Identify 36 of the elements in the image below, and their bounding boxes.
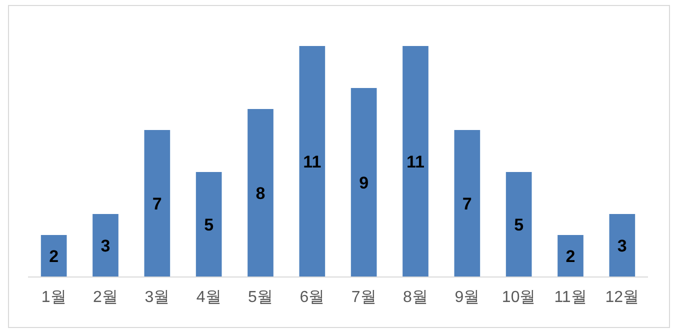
data-label: 8 — [256, 184, 266, 203]
x-tick-label: 10월 — [502, 289, 536, 306]
x-tick-label: 8월 — [403, 289, 428, 306]
bar — [350, 88, 377, 277]
bar — [402, 46, 428, 277]
x-tick-label: 6월 — [300, 289, 325, 306]
bar — [248, 109, 274, 277]
data-label: 2 — [49, 246, 59, 266]
data-label: 11 — [406, 152, 424, 172]
data-label: 3 — [100, 236, 110, 256]
x-tick-label: 1월 — [41, 289, 66, 306]
x-tick-label: 5월 — [248, 289, 273, 306]
data-label: 11 — [303, 152, 322, 172]
bar — [92, 214, 118, 277]
x-tick-label: 9월 — [454, 289, 480, 306]
x-tick-label: 2월 — [93, 289, 118, 306]
x-tick-label: 4월 — [196, 289, 222, 306]
x-tick-label: 3월 — [144, 289, 170, 306]
data-label: 9 — [359, 173, 369, 192]
bar — [609, 214, 636, 277]
bar — [506, 172, 532, 277]
data-label: 7 — [462, 194, 472, 214]
x-tick-label: 12월 — [605, 289, 640, 306]
bar — [454, 130, 480, 277]
bar — [40, 235, 67, 277]
data-label: 7 — [152, 194, 162, 214]
x-tick-label: 7월 — [351, 289, 376, 306]
bar — [558, 235, 584, 277]
data-label: 5 — [204, 215, 214, 234]
data-label: 2 — [566, 246, 576, 266]
data-label: 5 — [514, 215, 524, 234]
data-label: 3 — [617, 236, 627, 256]
bar — [299, 46, 326, 277]
x-tick-label: 11월 — [554, 289, 587, 306]
bar — [144, 130, 170, 277]
bar — [196, 172, 222, 277]
